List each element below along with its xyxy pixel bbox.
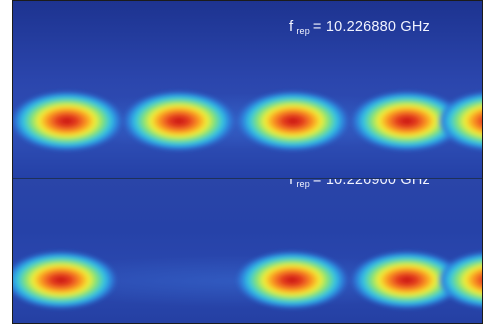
pulse-spot [123,91,235,151]
pulse-spot [13,251,117,309]
pulse-spot [437,251,482,309]
panel-top-heatmap [13,1,482,179]
pulse-spot [437,91,482,151]
pulse-spot [351,91,463,151]
pulse-spot [237,91,349,151]
panel-divider [13,178,482,179]
panel-bottom: f rep = 10.226900 GHz [13,179,482,323]
pulse-spot [236,251,348,309]
repetition-rate-label-top: f rep = 10.226880 GHz [288,18,430,36]
repetition-rate-label-bottom: f rep = 10.226900 GHz [288,179,430,189]
intensity-map: f rep = 10.226880 GHz [12,0,483,324]
panel-top: f rep = 10.226880 GHz [13,1,482,179]
pulse-spot [351,251,463,309]
panel-bottom-heatmap [13,179,482,323]
pulse-spot [13,91,123,151]
